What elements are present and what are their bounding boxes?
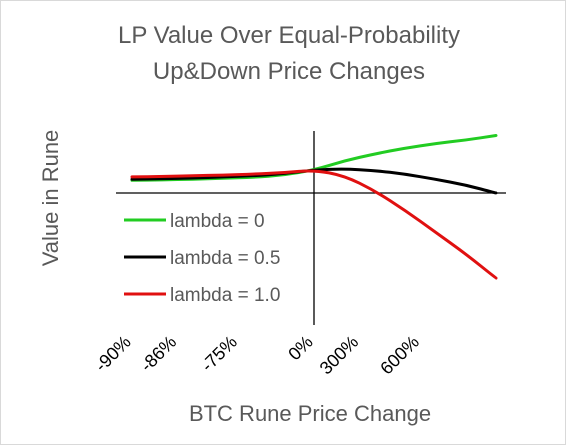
chart-title-line-1: LP Value Over Equal-Probability [118,22,460,49]
legend-label-1: lambda = 0.5 [170,248,280,269]
x-tick-label: 300% [316,332,363,379]
x-tick-label: -75% [197,332,241,376]
y-axis-title: Value in Rune [38,130,63,267]
chart-title: LP Value Over Equal-Probability Up&Down … [118,22,460,85]
x-tick-label: -86% [136,332,180,376]
axes [116,131,506,325]
legend-label-0: lambda = 0 [170,211,265,232]
x-tick-label: 0% [284,332,317,365]
series-lines [130,134,498,280]
series-line-2 [130,169,498,280]
x-tick-labels: -90% -86% -75% 0%300% 600% [91,332,423,379]
legend: lambda = 0 lambda = 0.5 lambda = 1.0 [124,211,280,306]
x-axis-title: BTC Rune Price Change [189,401,431,426]
legend-label-2: lambda = 1.0 [170,285,280,306]
x-tick-label: -90% [91,332,135,376]
x-tick-label: 600% [376,332,423,379]
chart-title-line-2: Up&Down Price Changes [153,58,425,85]
